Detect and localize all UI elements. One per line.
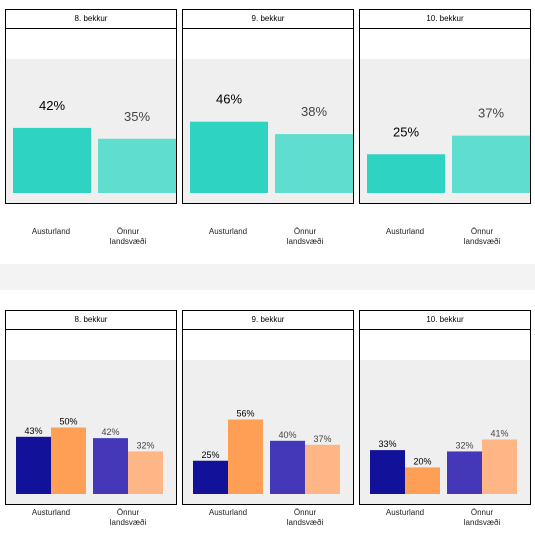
panel-title: 8. bekkur — [5, 9, 177, 29]
chart-panel-top-8: 8. bekkur 42% 35% Austurland Önnur landsv… — [5, 9, 177, 246]
bar — [16, 436, 51, 494]
bar — [193, 460, 228, 494]
chart-panel-bottom-10: 10. bekkur 33% 20% 32% 41% Austurland Önnur… — [359, 310, 531, 527]
chart-panel-bottom-9: 9. bekkur 25% 56% 40% 37% Austurland Önnur … — [182, 310, 354, 527]
chart-panel-top-10: 10. bekkur 25% 37% Austurland Önnur lands… — [359, 9, 531, 246]
bar — [190, 121, 268, 193]
x-tick-label: Önnur landsvæði — [463, 508, 501, 527]
separator-band — [0, 264, 535, 290]
bar — [447, 451, 482, 494]
x-tick-label: Austurland — [208, 508, 248, 517]
plot-frame — [359, 329, 531, 505]
plot-frame — [182, 329, 354, 505]
bar-chart-svg: 43% 50% 42% 32% — [6, 360, 176, 504]
plot-frame — [5, 329, 177, 505]
bar — [452, 135, 530, 193]
bar-chart-svg: 46% 38% — [183, 59, 353, 203]
data-label: 20% — [413, 456, 431, 466]
data-label: 32% — [136, 440, 154, 450]
plot-frame — [182, 28, 354, 204]
data-label: 43% — [24, 426, 42, 436]
bar-chart-svg: 42% 35% — [6, 59, 176, 203]
bar — [482, 439, 517, 494]
bar — [128, 451, 163, 494]
x-tick-label: Önnur landsvæði — [286, 227, 324, 246]
chart-panel-top-9: 9. bekkur 46% 38% Austurland Önnur landsv… — [182, 9, 354, 246]
data-label: 38% — [301, 104, 327, 119]
x-tick-label: Austurland — [31, 508, 71, 517]
data-label: 41% — [490, 428, 508, 438]
bar — [93, 438, 128, 494]
panel-title: 8. bekkur — [5, 310, 177, 330]
data-label: 32% — [455, 440, 473, 450]
data-label: 42% — [39, 98, 65, 113]
x-tick-label: Önnur landsvæði — [286, 508, 324, 527]
bar — [367, 154, 445, 193]
data-label: 33% — [378, 439, 396, 449]
data-label: 50% — [59, 417, 77, 427]
data-label: 37% — [313, 434, 331, 444]
plot-frame — [5, 28, 177, 204]
data-label: 42% — [101, 427, 119, 437]
plot-frame — [359, 28, 531, 204]
x-tick-label: Austurland — [385, 508, 425, 517]
x-tick-label: Austurland — [385, 227, 425, 236]
panel-title: 9. bekkur — [182, 9, 354, 29]
bar — [270, 440, 305, 494]
chart-panel-bottom-8: 8. bekkur 43% 50% 42% 32% Austurland Önnur … — [5, 310, 177, 527]
bar — [51, 427, 86, 494]
data-label: 56% — [236, 409, 254, 419]
bar — [405, 467, 440, 494]
data-label: 35% — [124, 109, 150, 124]
data-label: 46% — [216, 92, 242, 107]
x-tick-label: Önnur landsvæði — [109, 508, 147, 527]
data-label: 37% — [478, 106, 504, 121]
data-label: 25% — [201, 450, 219, 460]
bar-chart-svg: 25% 37% — [360, 59, 530, 203]
x-tick-label: Önnur landsvæði — [109, 227, 147, 246]
bar — [228, 419, 263, 494]
bar — [305, 444, 340, 494]
bar-chart-svg: 25% 56% 40% 37% — [183, 360, 353, 504]
data-label: 25% — [393, 124, 419, 139]
panel-title: 10. bekkur — [359, 310, 531, 330]
panel-title: 10. bekkur — [359, 9, 531, 29]
panel-title: 9. bekkur — [182, 310, 354, 330]
bar — [275, 134, 353, 193]
bar-chart-svg: 33% 20% 32% 41% — [360, 360, 530, 504]
x-tick-label: Austurland — [208, 227, 248, 236]
bar — [370, 450, 405, 494]
x-tick-label: Önnur landsvæði — [463, 227, 501, 246]
x-tick-label: Austurland — [31, 227, 71, 236]
bar — [98, 138, 176, 193]
data-label: 40% — [278, 430, 296, 440]
bar — [13, 127, 91, 193]
